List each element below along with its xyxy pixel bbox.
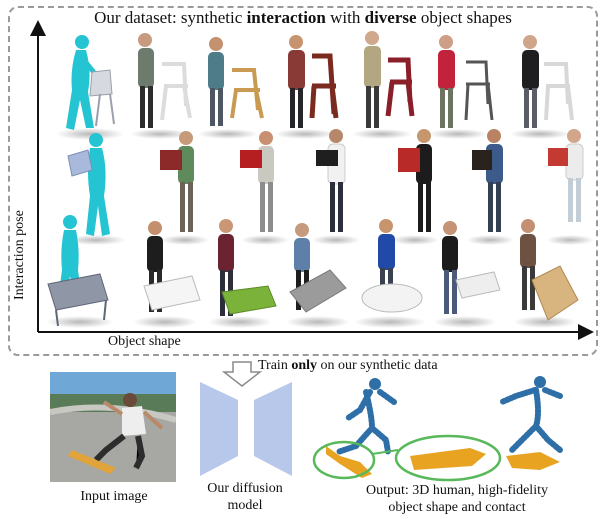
person-r1-2: [130, 33, 192, 139]
input-image: [50, 372, 176, 482]
cyan-human-r1: [56, 35, 124, 140]
output-human-2: [499, 376, 563, 453]
row-3-table-interactions: [46, 215, 579, 328]
cyan-human-r3: [46, 215, 114, 328]
title-bold-interaction: interaction: [246, 8, 326, 27]
person-r3-7: [513, 219, 579, 328]
output-caption: Output: 3D human, high-fidelity object sh…: [366, 483, 548, 515]
y-axis-label: Interaction pose: [12, 210, 27, 300]
person-r1-4: [275, 35, 339, 139]
person-r2-3: [240, 131, 289, 245]
diffusion-model-icon: [200, 382, 292, 476]
person-r2-5: [391, 129, 439, 245]
dataset-frame: [8, 6, 598, 356]
figure-title: Our dataset: synthetic interaction with …: [94, 8, 512, 27]
model-caption: Our diffusion model: [207, 481, 283, 513]
skateboard-1: [312, 440, 376, 480]
person-r1-6: [428, 35, 494, 139]
skateboard-2: [506, 452, 560, 470]
row-2-box-interactions: [66, 129, 594, 245]
person-r3-4: [286, 223, 350, 328]
person-r1-5: [352, 31, 415, 139]
person-r3-6: [433, 221, 501, 328]
person-r1-7: [510, 35, 574, 139]
person-r2-6: [466, 129, 514, 245]
row-1-chair-interactions: [56, 31, 574, 140]
output-reconstruction: [312, 376, 563, 482]
person-r1-3: [198, 37, 264, 139]
train-label: Train only on our synthetic data: [258, 358, 438, 373]
cyan-human-r2: [66, 133, 126, 245]
person-r3-3: [208, 219, 277, 328]
contact-link: [371, 449, 399, 455]
train-bold-only: only: [291, 358, 318, 373]
person-r3-2: [133, 221, 201, 328]
input-image-caption: Input image: [80, 489, 148, 504]
person-r2-2: [160, 131, 209, 245]
title-bold-diverse: diverse: [364, 8, 417, 27]
person-r3-5: [354, 219, 426, 328]
output-human-1: [335, 378, 397, 455]
person-r2-4: [312, 129, 360, 245]
skateboard-center: [394, 434, 502, 482]
person-r2-7: [546, 129, 594, 245]
train-down-arrow: [221, 361, 263, 387]
x-axis-label: Object shape: [108, 334, 181, 349]
